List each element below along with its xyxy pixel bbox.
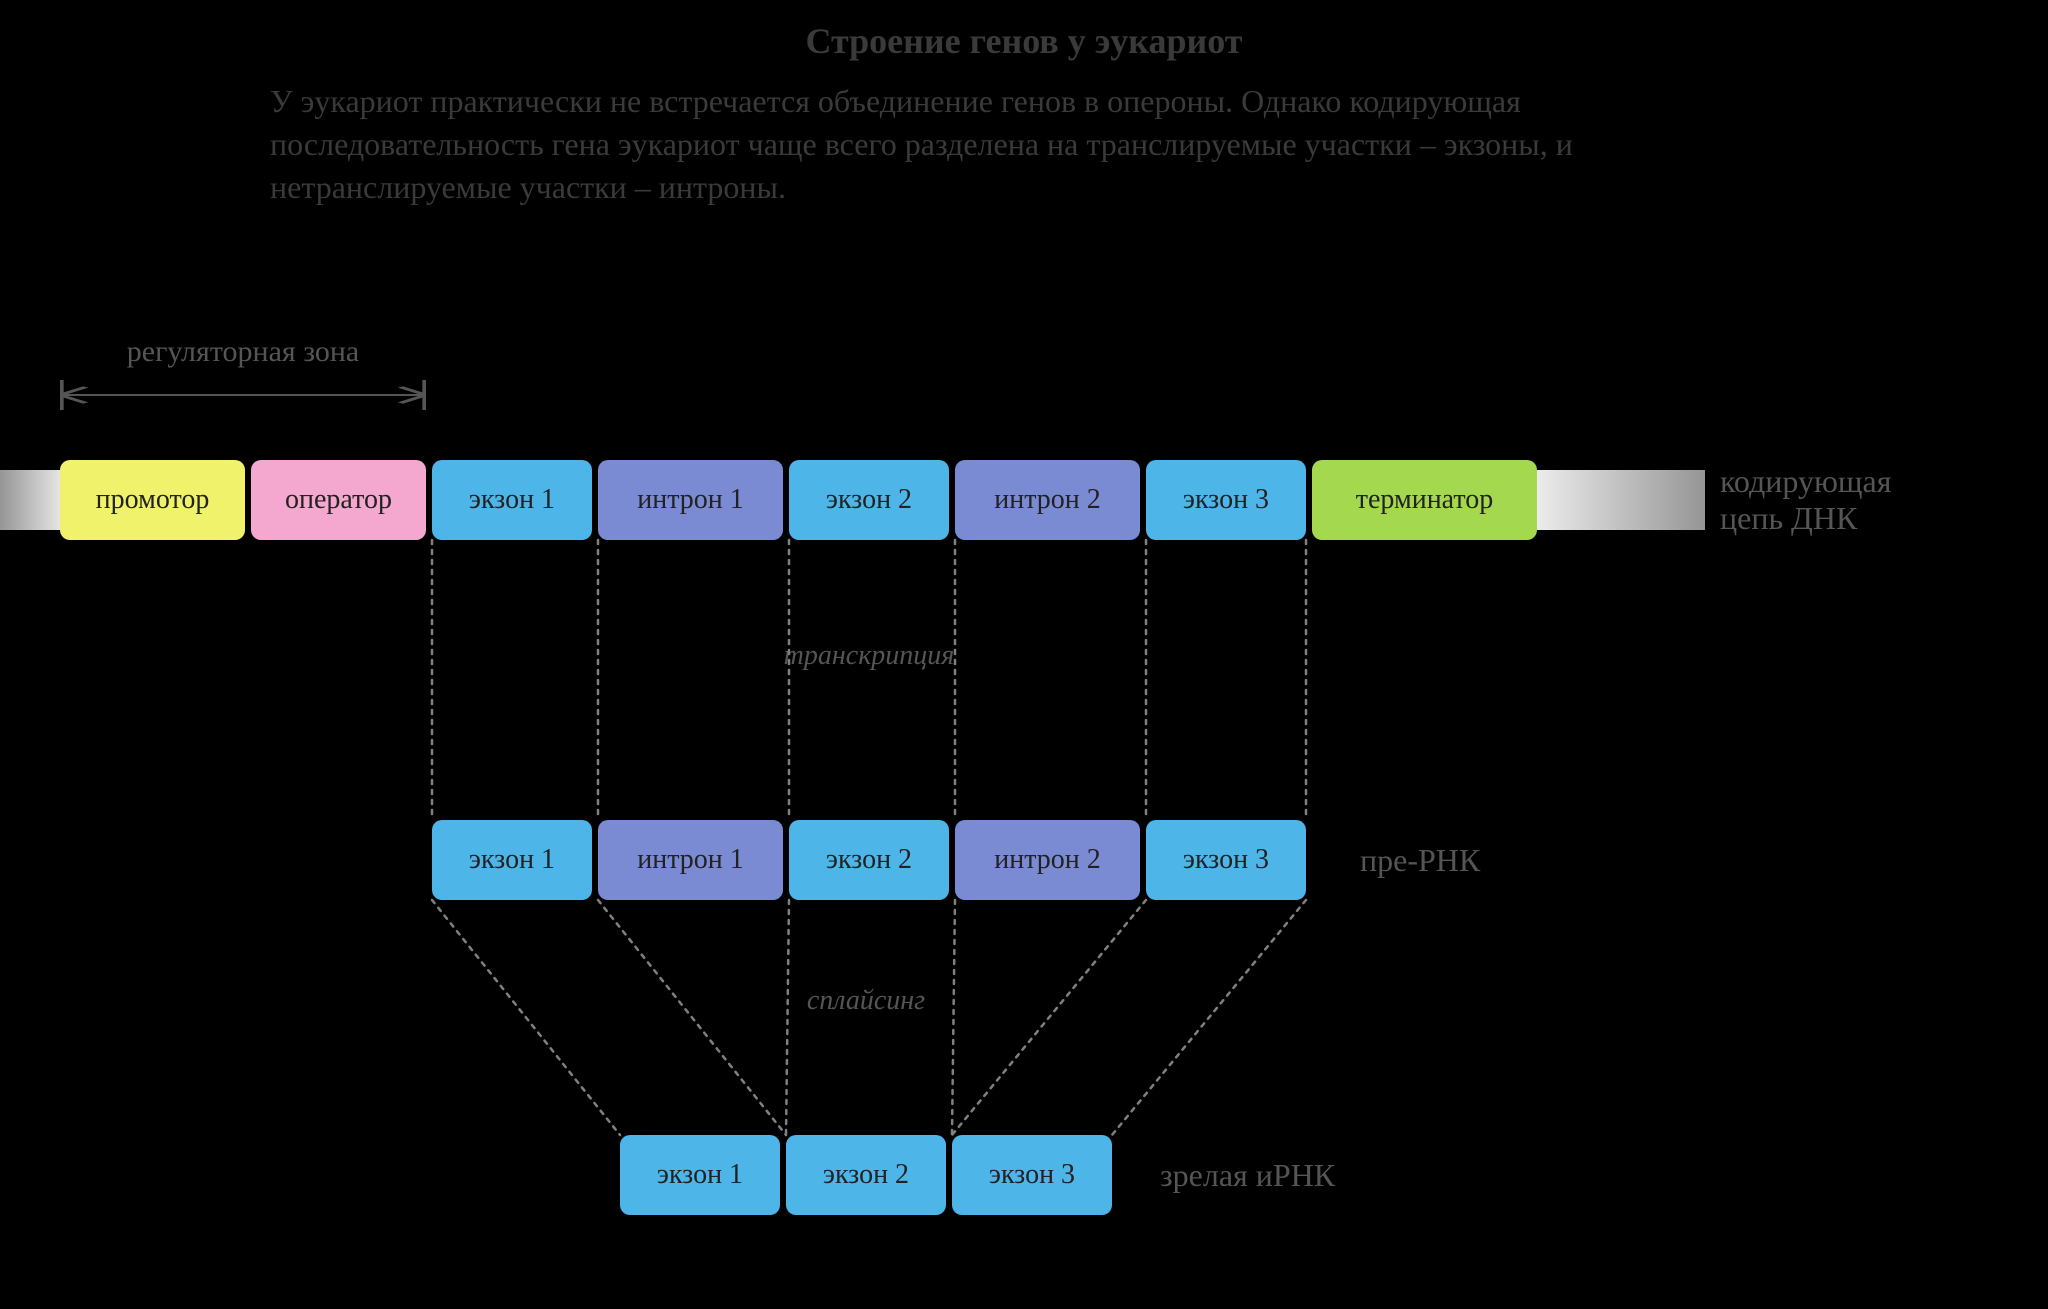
diagram-description: У эукариот практически не встречается об… bbox=[270, 80, 1770, 210]
diagram-title: Строение генов у эукариот bbox=[0, 20, 2048, 62]
gene-block-intron2: интрон 2 bbox=[955, 460, 1140, 540]
dna-row-label: кодирующаяцепь ДНК bbox=[1720, 450, 2040, 550]
gene-block-exon1: экзон 1 bbox=[620, 1135, 780, 1215]
gene-block-exon2: экзон 2 bbox=[789, 460, 949, 540]
gene-block-exon3: экзон 3 bbox=[952, 1135, 1112, 1215]
gene-block-exon1: экзон 1 bbox=[432, 820, 592, 900]
pre-rna-row-label: пре-РНК bbox=[1360, 820, 1660, 900]
gene-block-exon3: экзон 3 bbox=[1146, 460, 1306, 540]
transcription-label: транскрипция bbox=[749, 640, 989, 672]
gene-block-exon1: экзон 1 bbox=[432, 460, 592, 540]
mrna-row-label: зрелая иРНК bbox=[1160, 1135, 1460, 1215]
gene-block-intron1: интрон 1 bbox=[598, 460, 783, 540]
diagram-stage: Строение генов у эукариот У эукариот пра… bbox=[0, 0, 2048, 1309]
gene-block-terminator: терминатор bbox=[1312, 460, 1537, 540]
gene-block-promoter: промотор bbox=[60, 460, 245, 540]
gene-block-exon2: экзон 2 bbox=[786, 1135, 946, 1215]
gene-block-exon3: экзон 3 bbox=[1146, 820, 1306, 900]
regulatory-zone-bracket bbox=[60, 380, 426, 410]
dna-strand-left bbox=[0, 470, 68, 530]
regulatory-zone-label: регуляторная зона bbox=[60, 335, 426, 369]
dna-strand-right bbox=[1529, 470, 1705, 530]
splicing-label: сплайсинг bbox=[766, 985, 966, 1017]
gene-block-intron1: интрон 1 bbox=[598, 820, 783, 900]
gene-block-operator: оператор bbox=[251, 460, 426, 540]
gene-block-exon2: экзон 2 bbox=[789, 820, 949, 900]
gene-block-intron2: интрон 2 bbox=[955, 820, 1140, 900]
